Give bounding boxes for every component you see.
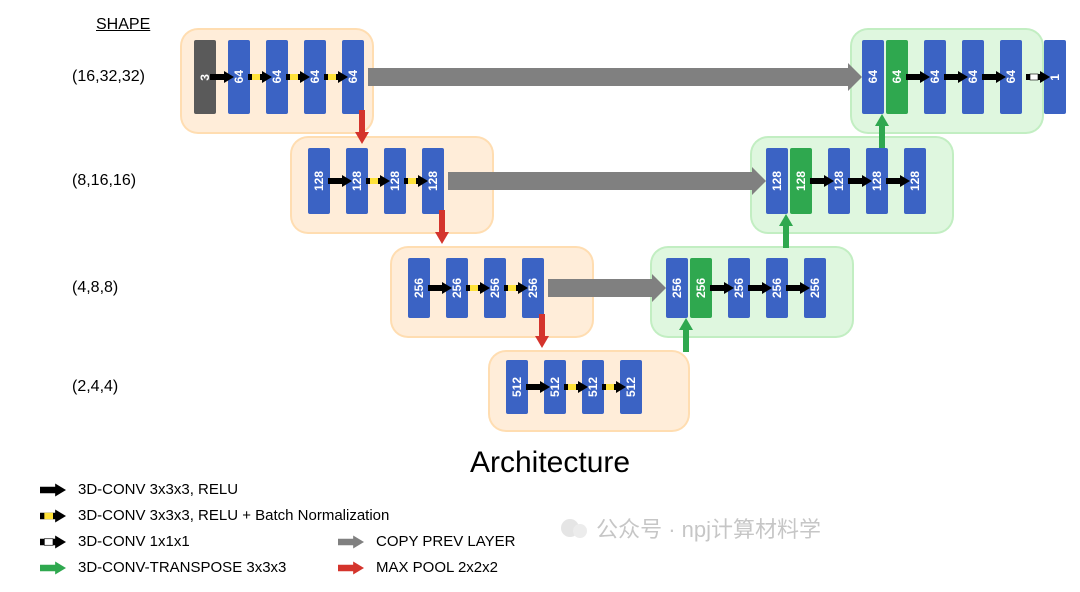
block-label: 256 [450, 278, 464, 298]
conv-arrow [982, 68, 1006, 86]
watermark-text: 公众号 · npj计算材料学 [596, 517, 821, 542]
block-label: 128 [870, 171, 884, 191]
block-label: 512 [624, 377, 638, 397]
block-label: 256 [732, 278, 746, 298]
conv-block: 64 [862, 40, 884, 114]
block-label: 64 [866, 70, 880, 83]
block-label: 128 [832, 171, 846, 191]
legend-copy-label: COPY PREV LAYER [376, 533, 516, 550]
block-label: 64 [1004, 70, 1018, 83]
legend-pool-label: MAX POOL 2x2x2 [376, 559, 498, 576]
block-label: 128 [908, 171, 922, 191]
block-label: 64 [346, 70, 360, 83]
legend-pool-icon [338, 558, 364, 578]
conv-arrow [810, 172, 834, 190]
convbn-arrow [286, 68, 310, 86]
shape-header: SHAPE [96, 16, 150, 34]
block-label: 256 [488, 278, 502, 298]
conv-arrow [848, 172, 872, 190]
maxpool-arrow [352, 110, 372, 146]
maxpool-arrow [532, 314, 552, 350]
conv-arrow [886, 172, 910, 190]
block-label: 128 [794, 171, 808, 191]
conv-arrow [906, 68, 930, 86]
convbn-arrow [404, 172, 428, 190]
legend-convT-label: 3D-CONV-TRANSPOSE 3x3x3 [78, 559, 286, 576]
diagram-stage: 3646464641281281281282562562562565125125… [0, 0, 1080, 592]
conv-arrow [210, 68, 234, 86]
block-label: 128 [426, 171, 440, 191]
block-label: 64 [232, 70, 246, 83]
convtranspose-arrow [676, 316, 696, 352]
legend-convbn-label: 3D-CONV 3x3x3, RELU + Batch Normalizatio… [78, 507, 389, 524]
block-label: 256 [770, 278, 784, 298]
shape-label: (2,4,4) [72, 378, 118, 396]
block-label: 256 [670, 278, 684, 298]
block-label: 512 [510, 377, 524, 397]
watermark: 公众号 · npj计算材料学 [560, 512, 821, 544]
conv-block: 256 [666, 258, 688, 318]
block-label: 256 [412, 278, 426, 298]
block-label: 256 [526, 278, 540, 298]
legend-conv1-icon [40, 532, 66, 552]
conv-block: 256 [408, 258, 430, 318]
convbn-arrow [366, 172, 390, 190]
block-label: 64 [928, 70, 942, 83]
convtranspose-arrow [776, 212, 796, 248]
skip-arrow-2 [548, 279, 652, 297]
block-label: 512 [548, 377, 562, 397]
conv-block: 128 [790, 148, 812, 214]
block-label: 512 [586, 377, 600, 397]
shape-label: (4,8,8) [72, 279, 118, 297]
conv-arrow [710, 279, 734, 297]
block-label: 1 [1048, 74, 1062, 81]
block-label: 256 [808, 278, 822, 298]
conv-arrow [428, 279, 452, 297]
block-label: 128 [388, 171, 402, 191]
convbn-arrow [248, 68, 272, 86]
convbn-arrow [324, 68, 348, 86]
convbn-arrow [504, 279, 528, 297]
legend-conv-label: 3D-CONV 3x3x3, RELU [78, 481, 238, 498]
block-label: 128 [770, 171, 784, 191]
legend-convT-icon [40, 558, 66, 578]
conv-block: 64 [886, 40, 908, 114]
block-label: 64 [270, 70, 284, 83]
legend-conv1-label: 3D-CONV 1x1x1 [78, 533, 190, 550]
conv-arrow [748, 279, 772, 297]
diagram-title: Architecture [470, 446, 630, 480]
block-label: 64 [890, 70, 904, 83]
legend-conv-icon [40, 480, 66, 500]
conv-block: 256 [690, 258, 712, 318]
conv-arrow [328, 172, 352, 190]
conv-arrow [944, 68, 968, 86]
conv-block: 128 [308, 148, 330, 214]
conv-arrow [786, 279, 810, 297]
block-label: 128 [312, 171, 326, 191]
maxpool-arrow [432, 210, 452, 246]
convtranspose-arrow [872, 112, 892, 148]
block-label: 64 [966, 70, 980, 83]
legend-convbn-icon [40, 506, 66, 526]
shape-label: (8,16,16) [72, 172, 136, 190]
block-label: 64 [308, 70, 322, 83]
conv1-arrow [1026, 68, 1050, 86]
conv-arrow [526, 378, 550, 396]
block-label: 128 [350, 171, 364, 191]
conv-block: 128 [766, 148, 788, 214]
skip-arrow-1 [448, 172, 752, 190]
shape-label: (16,32,32) [72, 68, 145, 86]
convbn-arrow [466, 279, 490, 297]
convbn-arrow [602, 378, 626, 396]
conv-block: 512 [506, 360, 528, 414]
legend-copy-icon [338, 532, 364, 552]
block-label: 256 [694, 278, 708, 298]
skip-arrow-0 [368, 68, 848, 86]
convbn-arrow [564, 378, 588, 396]
